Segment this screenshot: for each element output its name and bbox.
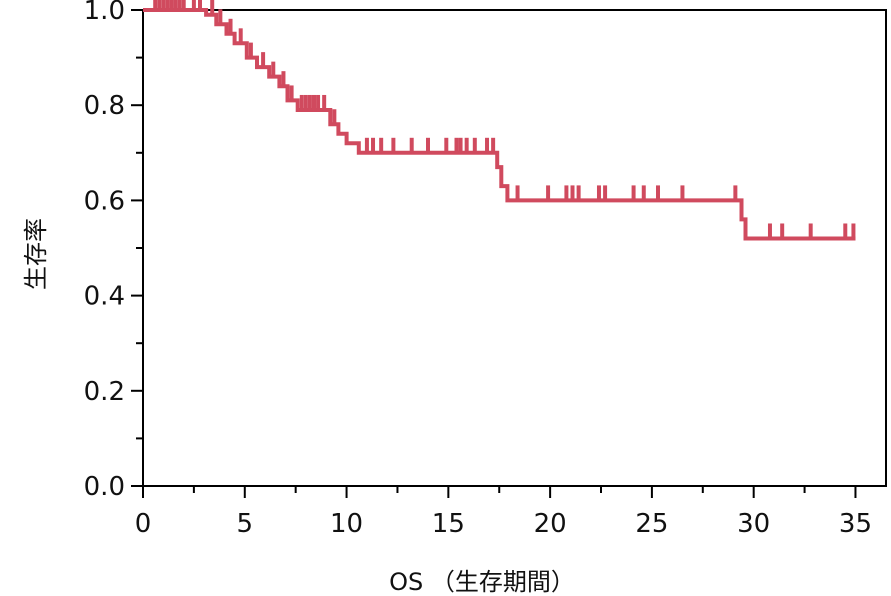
plot-frame (142, 9, 887, 487)
y-tick-label: 1.0 (84, 0, 125, 26)
x-axis-title: OS （生存期間） (389, 568, 575, 596)
x-axis: 0 5 10 15 20 25 30 35 (135, 486, 872, 539)
plot-area (142, 0, 887, 487)
y-tick-label: 0.6 (84, 186, 125, 216)
y-tick-label: 0.8 (84, 91, 125, 121)
y-tick-label: 0.0 (84, 472, 125, 502)
x-tick-label: 0 (135, 509, 152, 539)
y-axis: 0.0 0.2 0.4 0.6 0.8 1.0 (84, 0, 143, 502)
x-tick-label: 35 (839, 509, 872, 539)
x-tick-label: 20 (534, 509, 567, 539)
x-tick-label: 15 (432, 509, 465, 539)
x-tick-label: 30 (737, 509, 770, 539)
x-tick-label: 5 (237, 509, 254, 539)
y-tick-label: 0.4 (84, 282, 125, 312)
x-tick-label: 25 (635, 509, 668, 539)
y-axis-title: 生存率 (22, 218, 50, 290)
y-tick-label: 0.2 (84, 377, 125, 407)
x-tick-label: 10 (330, 509, 363, 539)
